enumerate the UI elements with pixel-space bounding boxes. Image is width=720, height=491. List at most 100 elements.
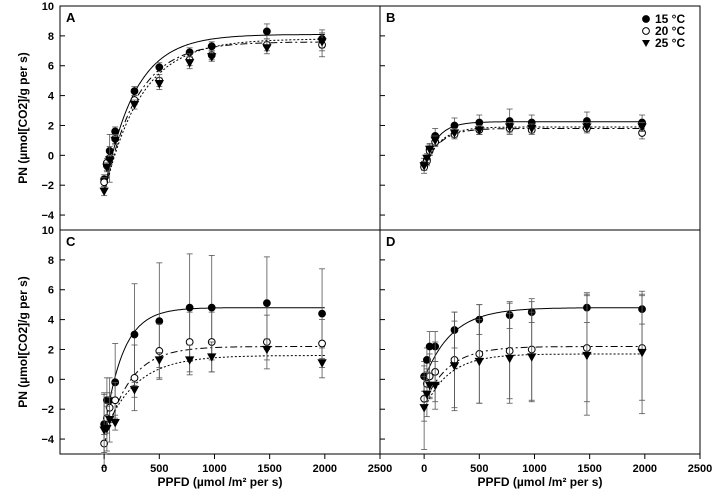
panel-C: C (59, 229, 381, 468)
panel-C-series-15-point-8 (262, 299, 271, 308)
panel-C-series-20-point-3 (111, 396, 120, 405)
ytick-label-bottom-2: 2 (48, 344, 54, 356)
panel-D-series-25-point-7 (527, 353, 537, 362)
xtick-label-0-2500: 2500 (368, 463, 392, 475)
panel-D-series-15-point-1 (422, 356, 431, 364)
panel-B-series-25-point-5 (474, 126, 484, 135)
panel-A-series-25-point-8 (262, 44, 272, 53)
ytick-label-top-6: 6 (48, 61, 54, 73)
panel-A-series-25-point-0 (99, 187, 109, 196)
panel-C-series-15-point-4 (130, 330, 139, 339)
y-axis-title-0: PN (µmol[CO2]/g per s) (16, 52, 30, 184)
legend-marker-15 (642, 15, 650, 23)
xtick-label-1-500: 500 (470, 463, 488, 475)
panel-A-frame (59, 5, 381, 231)
panel-C-series-20-fit-curve (103, 346, 325, 446)
panel-B-series-25-point-7 (527, 124, 537, 134)
ytick-label-top-4: 4 (48, 91, 55, 103)
panel-C-series-15-point-6 (185, 303, 194, 312)
ytick-label-top-10: 10 (42, 1, 54, 13)
panel-A-series-15-point-3 (111, 127, 120, 136)
panel-A-series-25-point-9 (317, 38, 327, 47)
legend-marker-20 (642, 27, 650, 35)
panel-A-series-15-point-5 (155, 63, 164, 72)
x-axis-title-1: PPFD (µmol /m² per s) (478, 475, 603, 489)
panel-A-series-20-fit-curve (103, 41, 325, 195)
panel-C-series-25-point-5 (154, 356, 164, 365)
panel-A-series-25-point-1 (102, 163, 112, 173)
panel-C-series-15-fit-curve (103, 307, 325, 434)
legend: 15 °C20 °C25 °C (642, 12, 685, 50)
panel-B-series-15 (420, 108, 646, 171)
panel-B-series-25-point-1 (422, 154, 432, 164)
panel-C-series-25-fit-curve (103, 355, 325, 434)
panel-A-series-25-point-2 (104, 156, 115, 165)
panel-C-series-25-point-9 (317, 359, 327, 368)
xtick-label-1-1000: 1000 (522, 463, 546, 475)
panel-A-series-25-point-4 (129, 100, 140, 110)
panel-C-series-20-point-6 (185, 338, 194, 346)
panel-B-series-25-point-4 (449, 129, 460, 138)
legend-marker-25 (642, 40, 650, 47)
xtick-label-1-2500: 2500 (688, 463, 712, 475)
panel-D-series-15-fit-curve (423, 307, 645, 380)
panel-B-series-25-point-3 (430, 136, 440, 146)
panel-C-series-15-point-9 (318, 309, 326, 318)
panel-A-series-15-point-4 (130, 87, 139, 96)
legend-label-15: 15 °C (655, 12, 685, 26)
ytick-label-bottom-6: 6 (48, 285, 54, 297)
axes-layer: −4 −2 0 2 4 6 8 10 −4 −2 0 2 4 6 8 10 0 500 1000 1500 2000 25… (16, 1, 712, 489)
panel-D-series-25-point-2 (424, 381, 435, 391)
ytick-label-bottom--4: −4 (41, 434, 54, 446)
y-axis-title-1: PN (µmol[CO2]/g per s) (16, 276, 30, 408)
ytick-label-bottom-0: 0 (48, 374, 54, 386)
xtick-label-0-2000: 2000 (313, 463, 337, 475)
panel-A-label: A (66, 10, 76, 25)
xtick-label-1-1500: 1500 (577, 463, 601, 475)
panel-A-series-25-fit-curve (103, 38, 325, 195)
panel-D: D (379, 229, 701, 455)
panel-D-series-25-point-3 (430, 381, 440, 391)
panels-layer: A B C D (59, 5, 701, 468)
panel-D-label: D (386, 234, 395, 249)
panel-C-series-15-point-7 (207, 303, 216, 312)
panel-A-series-25-point-6 (184, 59, 195, 68)
panel-A-series-25-point-3 (110, 136, 120, 146)
panel-A-series-25 (99, 32, 327, 197)
ytick-label-top-2: 2 (48, 120, 54, 132)
legend-entry-25: 25 °C (642, 36, 685, 50)
legend-label-25: 25 °C (655, 36, 685, 50)
panel-D-frame (379, 229, 701, 455)
xtick-label-0-1000: 1000 (202, 463, 226, 475)
legend-entry-15: 15 °C (642, 12, 685, 26)
panel-A: A (59, 5, 381, 231)
panel-C-series-25-point-4 (129, 386, 140, 395)
ytick-label-top-8: 8 (48, 31, 54, 43)
panel-B-series-20-fit-curve (423, 128, 645, 168)
panel-B-frame (379, 5, 701, 231)
ytick-label-bottom--2: −2 (41, 404, 54, 416)
x-axis-title-0: PPFD (µmol /m² per s) (158, 475, 283, 489)
xtick-label-0-0: 0 (101, 463, 107, 475)
panel-B: B (379, 5, 701, 231)
panel-B-series-25 (419, 122, 647, 171)
panel-C-series-25-point-3 (110, 419, 120, 428)
panel-D-series-25-point-5 (474, 357, 484, 367)
panel-B-series-25-point-9 (637, 123, 647, 132)
ytick-label-bottom-8: 8 (48, 255, 54, 267)
panel-D-series-25-point-1 (422, 390, 432, 400)
xtick-label-1-2000: 2000 (633, 463, 657, 475)
xtick-label-1-0: 0 (421, 463, 427, 475)
xtick-label-0-1500: 1500 (257, 463, 281, 475)
panel-D-series-25-point-6 (504, 354, 515, 364)
panel-C-label: C (66, 234, 76, 249)
panel-D-series-25-point-0 (419, 404, 429, 413)
legend-entry-20: 20 °C (642, 24, 685, 38)
panel-B-series-25-point-8 (582, 123, 592, 132)
panel-B-series-25-point-2 (424, 145, 435, 155)
panel-C-series-25-point-6 (184, 356, 195, 365)
panel-B-series-25-point-6 (504, 123, 515, 132)
panel-B-series-15-point-4 (450, 121, 459, 130)
panel-D-series-25-point-8 (582, 351, 592, 361)
